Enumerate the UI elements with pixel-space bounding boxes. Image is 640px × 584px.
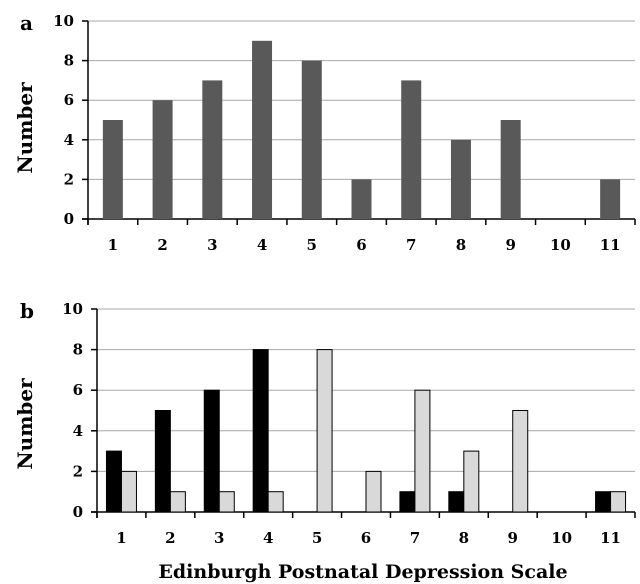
panel-a-y-tick-label: 4: [64, 131, 74, 149]
panel-a-x-tick-label: 5: [307, 236, 317, 254]
panel-b-x-tick-label: 2: [165, 529, 175, 547]
panel-b-x-tick-label: 8: [459, 529, 469, 547]
panel-a-x-tick-label: 1: [108, 236, 118, 254]
panel-a-bar-series1: [450, 139, 471, 219]
panel-a-x-tick-label: 9: [505, 236, 515, 254]
panel-b-bar-series1: [154, 410, 171, 513]
panel-b-x-tick-label: 3: [214, 529, 224, 547]
panel-a-x-tick-label: 7: [406, 236, 416, 254]
panel-b-y-tick-label: 10: [62, 300, 83, 318]
panel-b-y-tick-label: 0: [73, 503, 83, 521]
panel-b-y-tick-label: 2: [73, 462, 83, 480]
panel-b-x-tick-label: 4: [263, 529, 273, 547]
panel-b-chart: b Number Edinburgh Postnatal Depression …: [13, 299, 636, 583]
panel-b-x-tick-label: 7: [410, 529, 420, 547]
panel-a-bar-series1: [351, 179, 372, 219]
panel-b-x-tick-label: 11: [600, 529, 621, 547]
panel-a-bar-series1: [301, 60, 322, 219]
panel-b-bar-series1: [252, 349, 269, 513]
panel-a-x-tick-label: 8: [456, 236, 466, 254]
panel-a-bar-series1: [102, 120, 123, 219]
panel-b-x-tick-label: 6: [361, 529, 371, 547]
panel-b-bar-series1: [399, 491, 416, 513]
panel-b-bar-series2: [512, 410, 529, 513]
panel-a-x-tick-label: 4: [257, 236, 267, 254]
panel-a-bar-series1: [252, 40, 273, 219]
panel-b-y-axis-label: Number: [13, 378, 37, 470]
panel-b-y-tick-label: 4: [73, 422, 83, 440]
panel-b-bar-series1: [105, 450, 122, 513]
panel-a-y-tick-label: 6: [64, 91, 74, 109]
panel-a-x-tick-label: 6: [356, 236, 366, 254]
panel-b-x-tick-label: 1: [116, 529, 126, 547]
panel-b-bar-series2: [267, 491, 284, 513]
panel-a-x-tick-label: 10: [550, 236, 571, 254]
panel-a-y-tick-label: 8: [64, 52, 74, 70]
panel-b-bar-series2: [316, 349, 333, 513]
panel-b-y-tick-label: 8: [73, 341, 83, 359]
panel-b-x-axis-label: Edinburgh Postnatal Depression Scale: [158, 561, 567, 583]
panel-a-y-tick-label: 0: [64, 210, 74, 228]
panel-a-bar-series1: [202, 80, 223, 220]
panel-a-bar-series1: [600, 179, 621, 219]
panel-b-bar-series1: [595, 491, 612, 513]
panel-b-bar-series1: [448, 491, 465, 513]
panel-b-letter: b: [20, 299, 34, 323]
panel-b-bar-series2: [610, 491, 627, 513]
panel-a-bar-series1: [401, 80, 422, 220]
panel-a-bar-series1: [152, 100, 173, 219]
panel-b-x-tick-label: 10: [551, 529, 572, 547]
panel-b-x-tick-label: 5: [312, 529, 322, 547]
panel-a-y-tick-label: 10: [53, 12, 74, 30]
panel-a-letter: a: [20, 11, 33, 35]
panel-a-x-tick-label: 3: [207, 236, 217, 254]
panel-b-bar-series2: [414, 389, 431, 513]
panel-b-bar-series2: [218, 491, 235, 513]
panel-a-y-tick-label: 2: [64, 170, 74, 188]
panel-b-bar-series2: [365, 470, 382, 513]
panel-b-x-tick-label: 9: [508, 529, 518, 547]
panel-a-y-axis-label: Number: [13, 82, 37, 174]
panel-b-bar-series2: [463, 450, 480, 513]
panel-b-y-tick-label: 6: [73, 381, 83, 399]
panel-b-bar-series1: [203, 389, 220, 513]
panel-a-x-tick-label: 2: [157, 236, 167, 254]
panel-b-bar-series2: [169, 491, 186, 513]
panel-b-bar-series2: [120, 470, 137, 513]
panel-a-bar-series1: [500, 120, 521, 219]
panel-a-x-tick-label: 11: [600, 236, 621, 254]
